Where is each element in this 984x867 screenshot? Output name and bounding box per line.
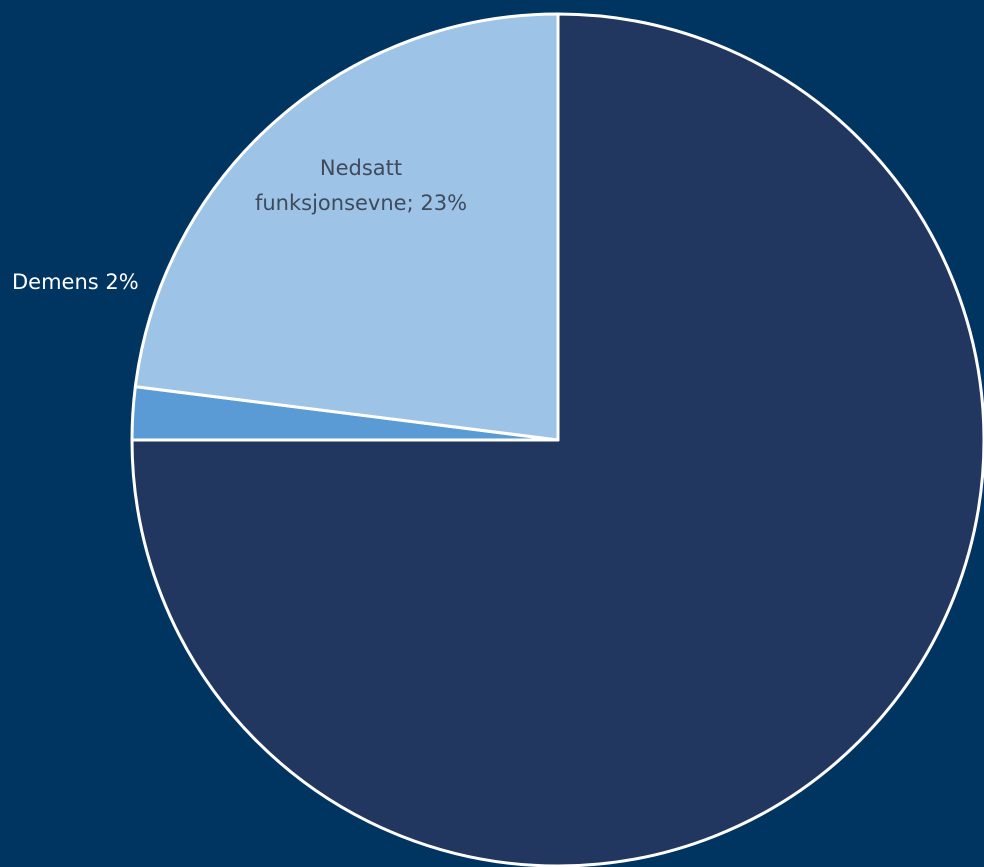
pie-slices xyxy=(130,12,984,867)
pie-labels: Demens 2% Nedsatt funksjonsevne; 23% xyxy=(12,156,467,294)
slice-label-demens: Demens 2% xyxy=(12,270,139,294)
slice-label-nedsatt-line1: Nedsatt xyxy=(320,156,402,180)
slice-nedsatt-funksjonsevne xyxy=(133,12,560,442)
slice-label-nedsatt-line2: funksjonsevne; 23% xyxy=(255,191,467,215)
